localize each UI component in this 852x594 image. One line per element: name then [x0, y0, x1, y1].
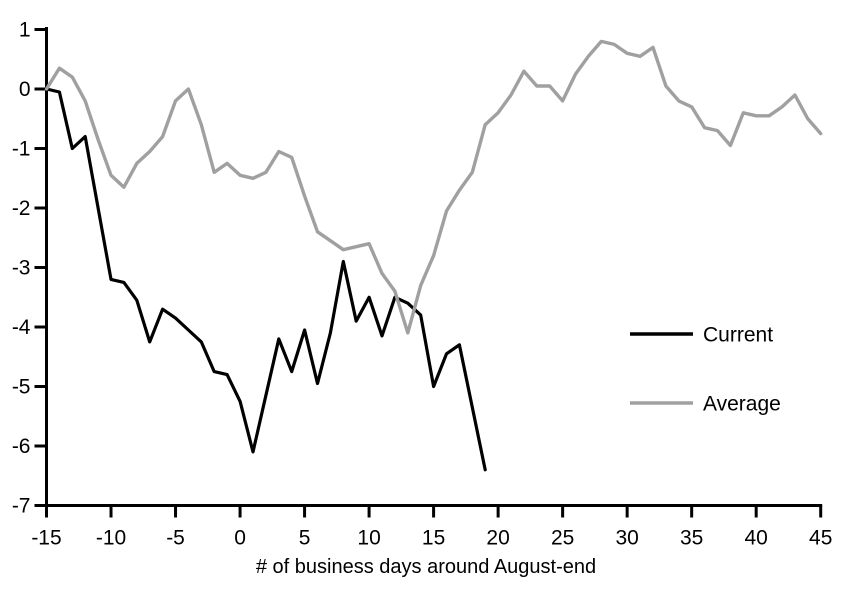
x-axis-title: # of business days around August-end: [255, 556, 597, 578]
legend-label-average: Average: [703, 393, 781, 416]
y-tick-label: -2: [12, 197, 31, 220]
x-tick-label: -15: [31, 527, 61, 550]
legend-label-current: Current: [703, 324, 773, 347]
x-tick-label: 35: [680, 527, 703, 550]
x-tick-label: 10: [357, 527, 380, 550]
series-line-current: [44, 87, 487, 472]
y-tick-label: -7: [12, 495, 31, 518]
x-tick-label: 40: [745, 527, 768, 550]
x-tick-label: 0: [234, 527, 246, 550]
x-tick-label: 30: [615, 527, 638, 550]
x-tick-label: 20: [486, 527, 509, 550]
y-tick-label: -1: [12, 138, 31, 161]
y-tick-label: 1: [19, 19, 31, 42]
x-tick-label: -5: [166, 527, 185, 550]
y-tick-label: -5: [12, 376, 31, 399]
y-tick-label: -6: [12, 435, 31, 458]
x-tick-label: 15: [422, 527, 445, 550]
series-line-average: [44, 39, 823, 335]
x-tick-label: 45: [809, 527, 832, 550]
y-tick-label: -3: [12, 257, 31, 280]
y-tick-label: 0: [19, 78, 31, 101]
x-tick-label: -10: [96, 527, 126, 550]
x-tick-label: 5: [299, 527, 311, 550]
x-tick-label: 25: [551, 527, 574, 550]
y-tick-label: -4: [12, 316, 31, 339]
